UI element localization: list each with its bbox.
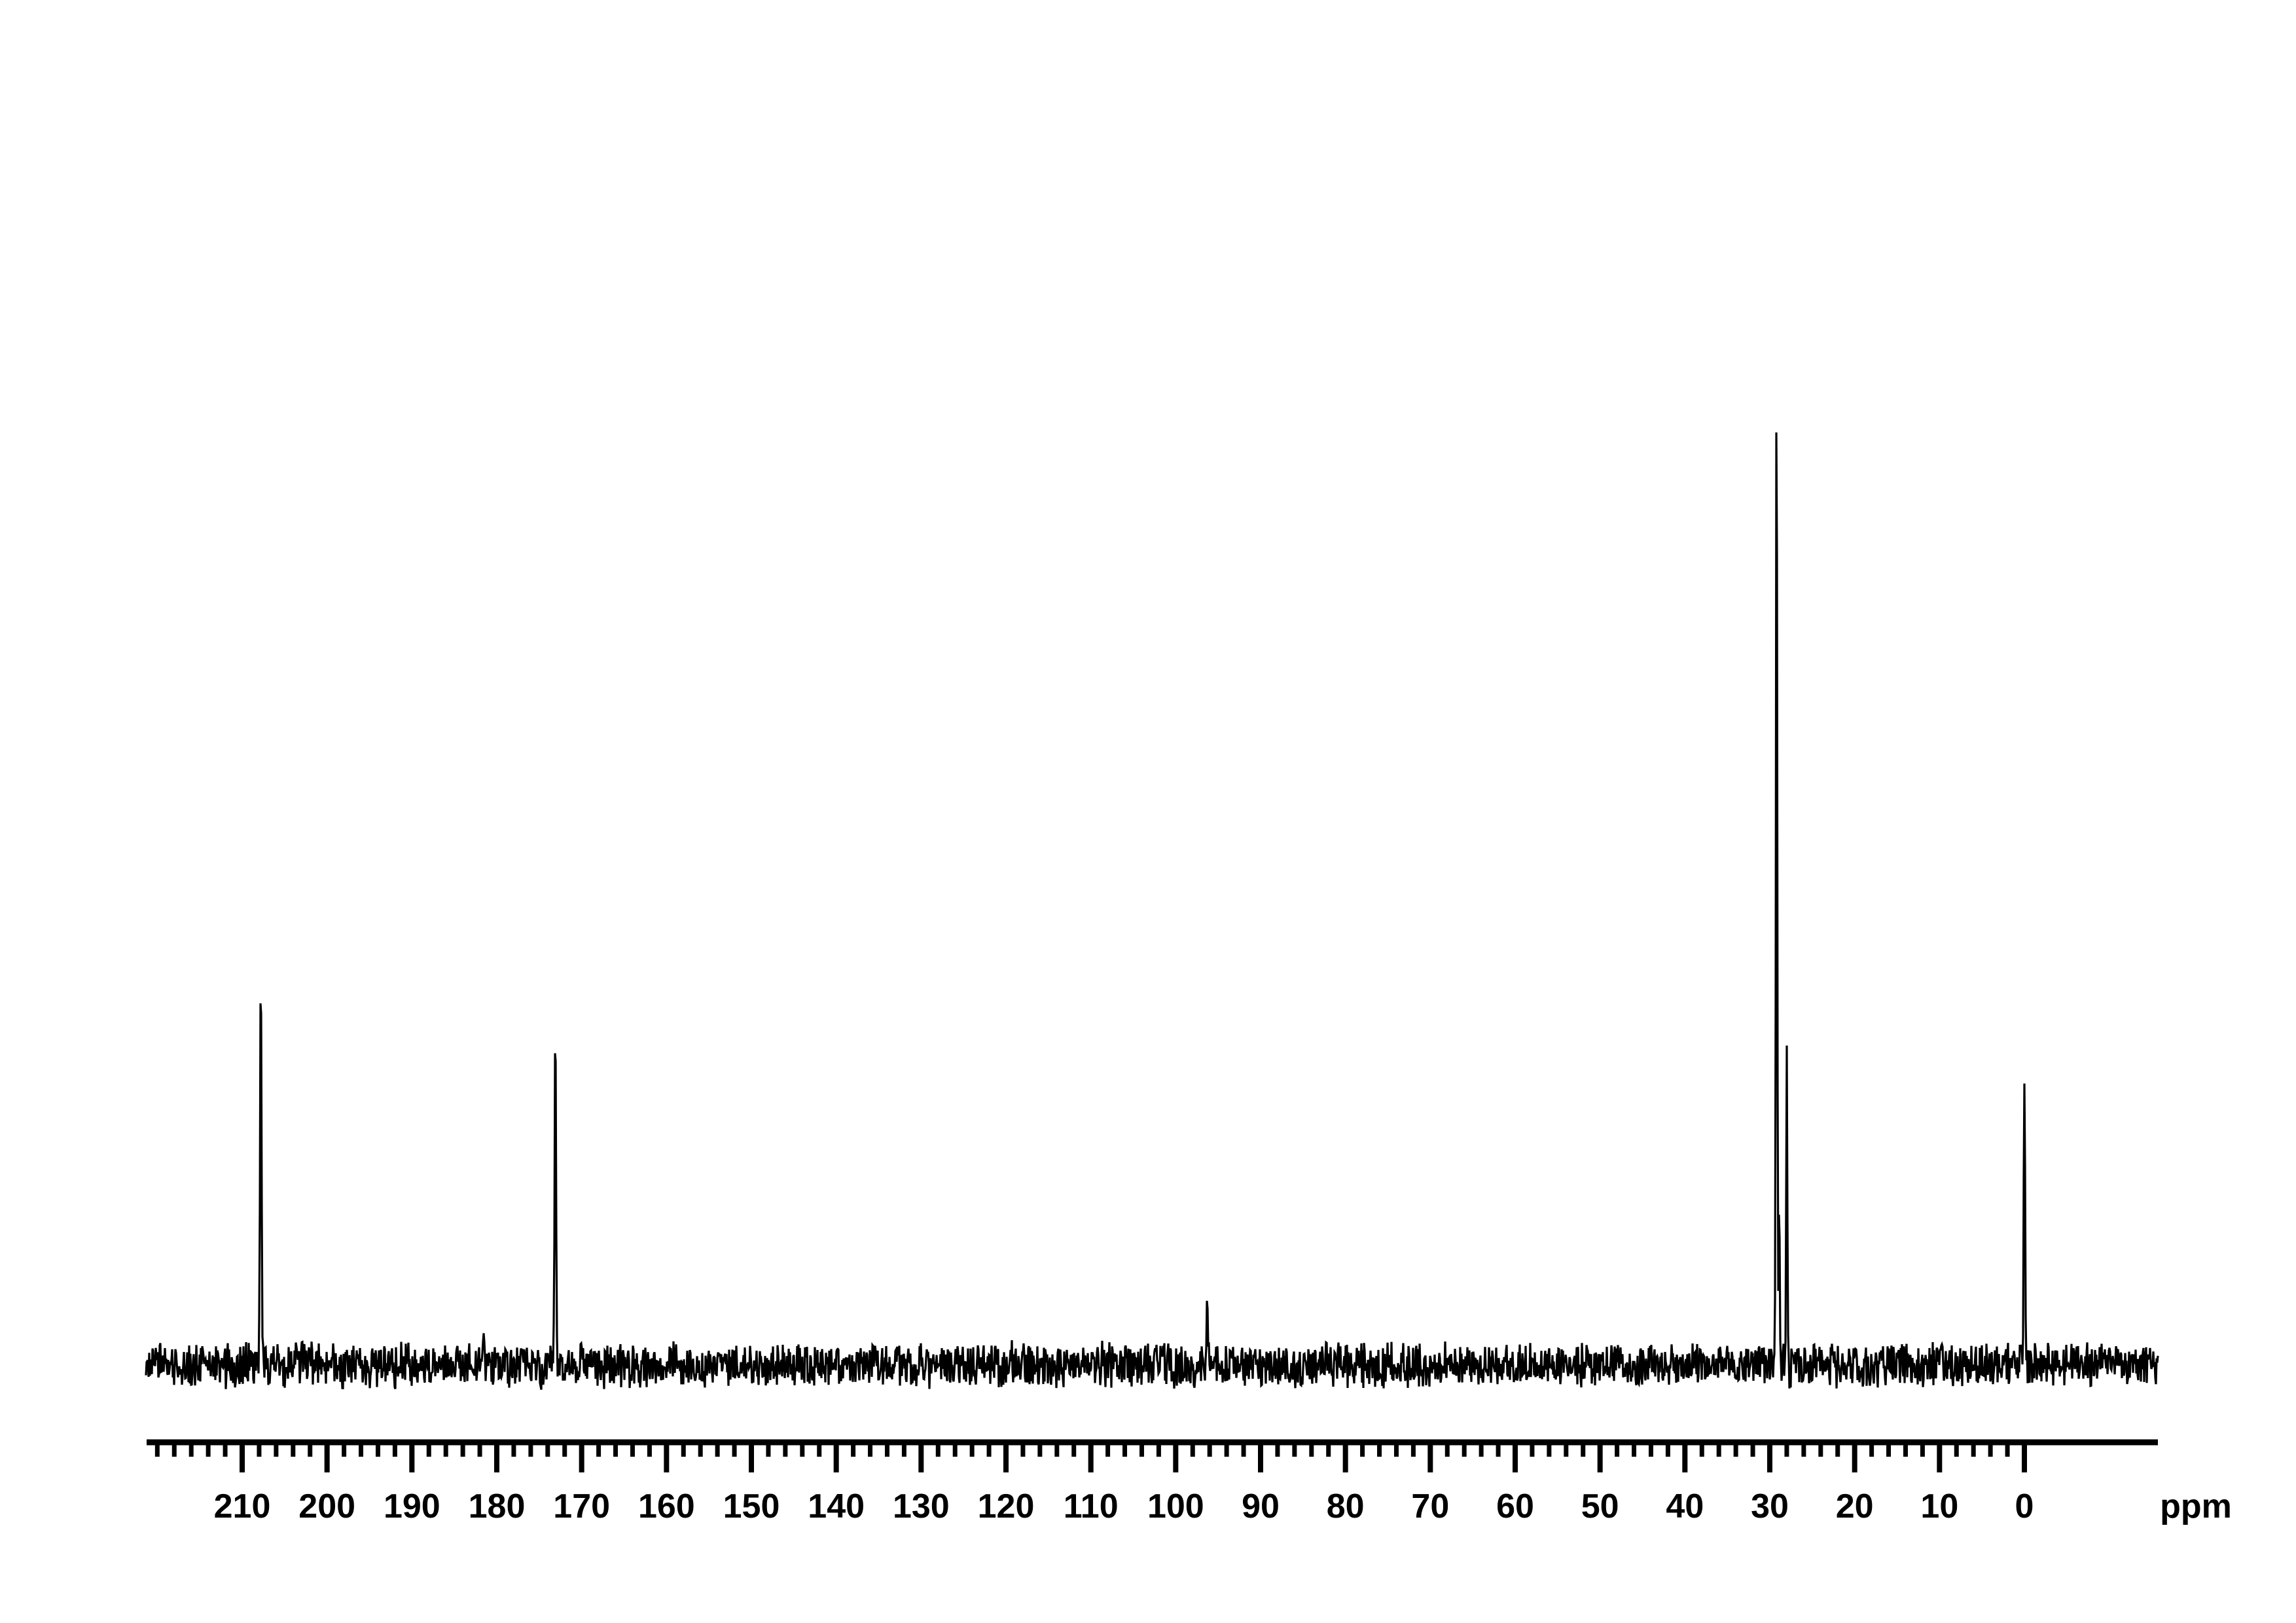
axis-tick-label: 40: [1666, 1487, 1704, 1525]
axis-tick-label: 190: [384, 1487, 440, 1525]
axis-tick-label: 50: [1581, 1487, 1619, 1525]
axis-tick-label: 100: [1147, 1487, 1204, 1525]
axis-tick-label: 130: [893, 1487, 950, 1525]
axis-tick-label: 110: [1064, 1487, 1119, 1525]
axis-unit-label: ppm: [2160, 1487, 2232, 1525]
axis-tick-label: 140: [808, 1487, 865, 1525]
axis-tick-label: 180: [469, 1487, 526, 1525]
axis-tick-label: 80: [1327, 1487, 1365, 1525]
axis-ticks: [154, 1442, 2027, 1472]
axis-tick-label: 120: [978, 1487, 1035, 1525]
axis-tick-labels: 210 200 190 180 170 160 150 140 130 120 110 100 90 80…: [214, 1487, 2034, 1525]
axis-tick-label: 30: [1751, 1487, 1789, 1525]
axis-tick-label: 170: [553, 1487, 610, 1525]
axis-tick-label: 150: [723, 1487, 780, 1525]
axis-tick-label: 200: [298, 1487, 355, 1525]
axis-tick-label: 60: [1496, 1487, 1534, 1525]
spectrum-trace: [145, 432, 2159, 1390]
axis-tick-label: 160: [638, 1487, 695, 1525]
axis-tick-label: 0: [2015, 1487, 2034, 1525]
axis-tick-label: 90: [1242, 1487, 1280, 1525]
axis-tick-label: 10: [1920, 1487, 1958, 1525]
axis-tick-label: 70: [1411, 1487, 1449, 1525]
ppm-axis: 210 200 190 180 170 160 150 140 130 120 110 100 90 80…: [147, 1439, 2158, 1525]
axis-tick-label: 20: [1836, 1487, 1874, 1525]
axis-tick-label: 210: [214, 1487, 271, 1525]
